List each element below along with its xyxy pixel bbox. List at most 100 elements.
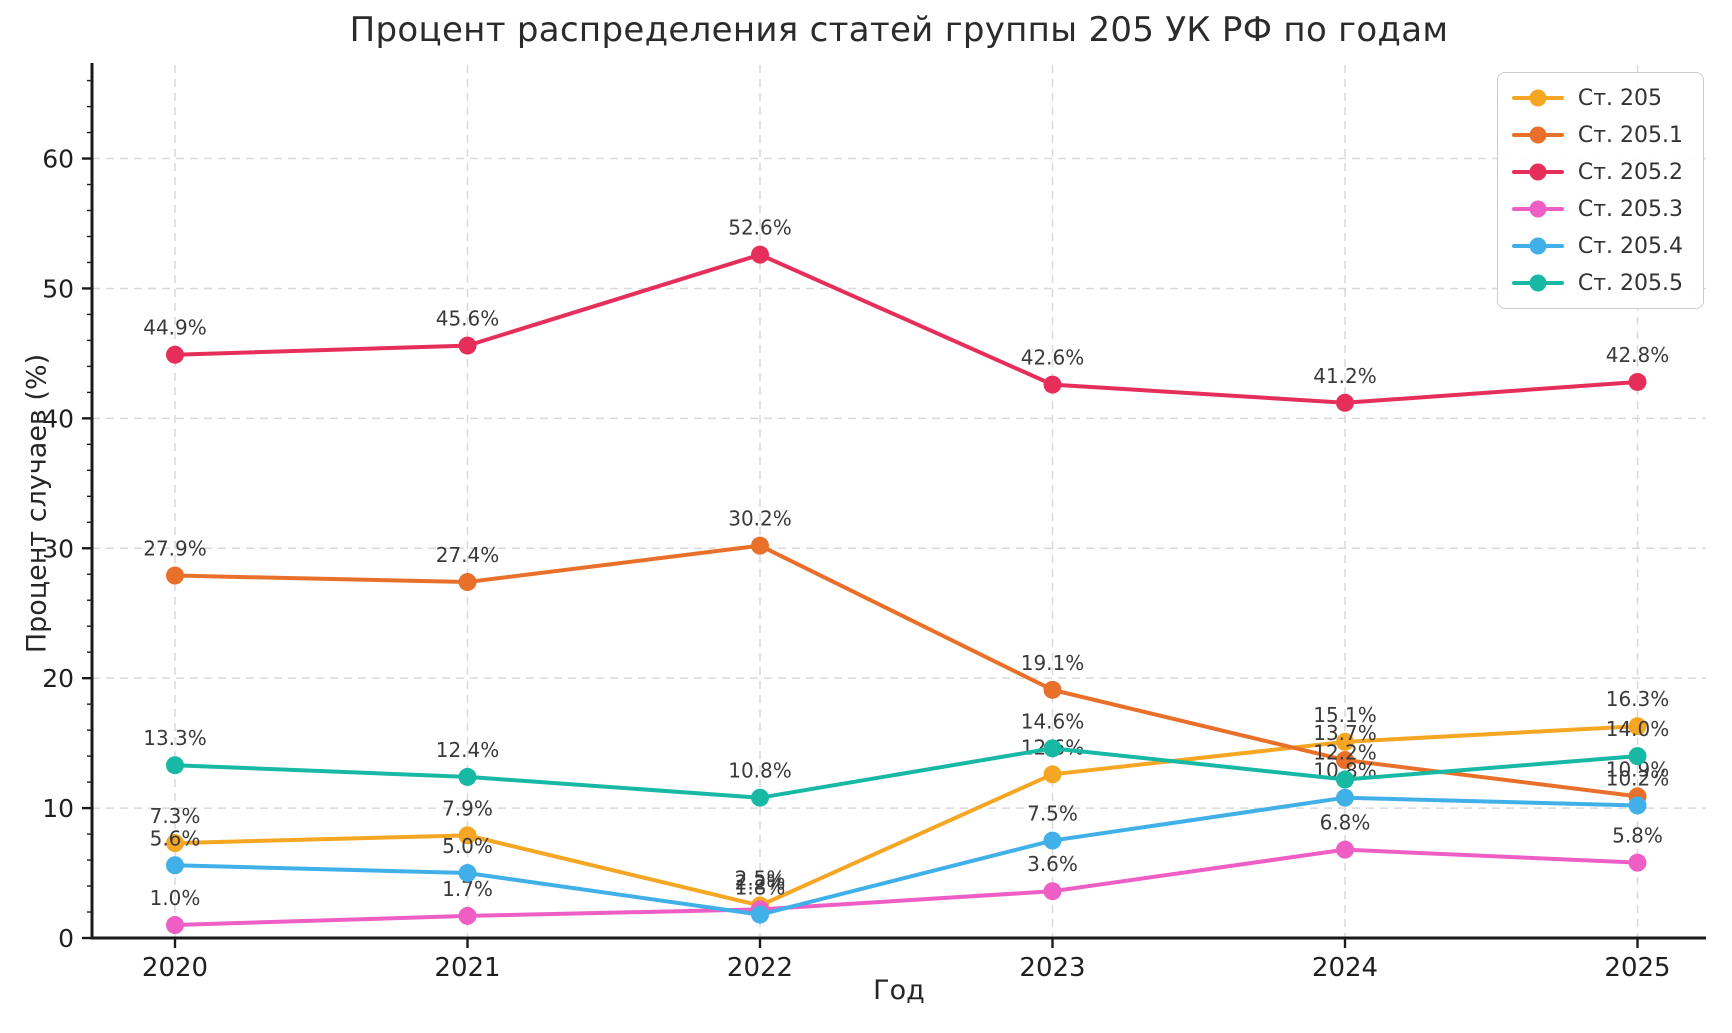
data-point-label: 27.4% (436, 543, 500, 567)
legend-item--205-4: Ст. 205.4 (1511, 231, 1683, 261)
legend-label: Ст. 205.3 (1577, 196, 1683, 222)
x-tick-label: 2023 (1019, 953, 1085, 983)
data-point-label: 16.3% (1606, 687, 1670, 711)
y-tick-label: 40 (42, 404, 74, 433)
y-tick-label: 0 (58, 924, 74, 953)
data-point-marker (166, 756, 184, 775)
data-point-label: 3.6% (1027, 852, 1078, 876)
series-line--205-3 (173, 847, 1640, 928)
series-line--205-5 (173, 746, 1640, 800)
data-point-marker (751, 245, 769, 264)
data-point-marker (1336, 770, 1354, 789)
legend-label: Ст. 205 (1577, 85, 1662, 111)
data-point-marker (1043, 375, 1062, 394)
data-point-label: 1.0% (150, 886, 201, 910)
data-point-marker (1628, 717, 1647, 736)
legend-marker-icon (1511, 126, 1564, 144)
legend-marker-icon (1511, 200, 1564, 218)
data-point-label: 41.2% (1313, 364, 1377, 388)
data-point-label: 14.6% (1021, 709, 1085, 733)
data-point-label: 5.8% (1612, 824, 1663, 848)
legend-item--205-3: Ст. 205.3 (1511, 194, 1683, 224)
series-line--205-1 (173, 543, 1640, 799)
y-tick-label: 30 (42, 534, 74, 563)
data-point-marker (458, 767, 477, 786)
legend-label: Ст. 205.2 (1577, 159, 1683, 185)
data-point-label: 45.6% (436, 307, 500, 331)
data-point-label: 2.2% (735, 870, 786, 894)
data-point-marker (166, 834, 184, 853)
data-point-label: 12.2% (1313, 741, 1377, 765)
legend-label: Ст. 205.5 (1577, 270, 1683, 296)
data-point-label: 6.8% (1320, 811, 1371, 835)
data-point-marker (458, 864, 477, 883)
data-point-label: 15.1% (1313, 703, 1377, 727)
data-point-label: 12.4% (436, 738, 500, 762)
data-point-marker (166, 916, 184, 935)
x-tick-label: 2025 (1604, 953, 1670, 983)
legend-item--205-1: Ст. 205.1 (1511, 120, 1683, 150)
data-point-marker (1336, 840, 1354, 859)
data-point-marker (1043, 831, 1062, 850)
data-point-label: 42.6% (1021, 346, 1085, 370)
chart-title: Процент распределения статей группы 205 … (349, 10, 1449, 50)
data-point-label: 2.5% (735, 867, 786, 891)
data-point-label: 5.0% (442, 834, 493, 858)
data-point-label: 42.8% (1606, 343, 1670, 367)
data-point-marker (1628, 796, 1647, 815)
data-point-label: 7.9% (442, 796, 493, 820)
data-point-marker (1336, 732, 1354, 751)
legend-marker-icon (1511, 89, 1564, 107)
data-point-marker (1043, 680, 1062, 699)
legend-marker-icon (1511, 163, 1564, 181)
data-point-marker (1628, 372, 1647, 391)
data-point-marker (1628, 853, 1647, 872)
data-point-marker (1043, 765, 1062, 784)
data-point-label: 52.6% (728, 216, 792, 240)
legend-item--205-5: Ст. 205.5 (1511, 268, 1683, 298)
legend-label: Ст. 205.1 (1577, 122, 1683, 148)
y-tick-label: 60 (42, 145, 74, 174)
data-point-label: 7.3% (150, 804, 201, 828)
data-point-label: 13.7% (1313, 721, 1377, 745)
data-point-marker (458, 826, 477, 845)
data-point-label: 1.8% (735, 876, 786, 900)
x-tick-label: 2021 (434, 953, 500, 983)
data-point-label: 10.2% (1606, 766, 1670, 790)
x-axis-title: Год (873, 975, 925, 1006)
data-point-label: 44.9% (143, 316, 207, 340)
data-point-label: 10.8% (728, 759, 792, 783)
data-point-marker (751, 536, 769, 555)
y-axis-title: Процент случаев (%) (21, 353, 53, 654)
legend-item--205-2: Ст. 205.2 (1511, 157, 1683, 187)
legend-marker-icon (1511, 237, 1564, 255)
data-point-marker (458, 336, 477, 355)
data-point-marker (458, 573, 477, 592)
legend: Ст. 205 Ст. 205.1 Ст. 205.2 Ст. 205.3 Ст. 20… (1496, 72, 1704, 309)
data-point-marker (166, 856, 184, 875)
data-point-marker (166, 345, 184, 364)
y-tick-label: 20 (42, 664, 74, 693)
series-line--205-4 (173, 795, 1640, 917)
data-point-marker (751, 905, 769, 924)
x-tick-label: 2020 (142, 953, 208, 983)
data-point-label: 14.0% (1606, 717, 1670, 741)
x-tick-label: 2024 (1312, 953, 1378, 983)
legend-marker-icon (1511, 274, 1564, 292)
data-point-label: 27.9% (143, 537, 207, 561)
data-point-marker (1628, 747, 1647, 766)
series-line--205-2 (173, 252, 1640, 405)
data-point-marker (458, 906, 477, 925)
y-tick-label: 10 (42, 794, 74, 823)
data-point-marker (1043, 739, 1062, 758)
data-point-label: 7.5% (1027, 802, 1078, 826)
data-point-marker (1043, 882, 1062, 901)
data-point-marker (1336, 788, 1354, 807)
series-line--205 (173, 724, 1640, 908)
data-point-marker (166, 566, 184, 585)
data-point-marker (1336, 393, 1354, 412)
data-point-marker (751, 788, 769, 807)
data-point-label: 30.2% (728, 507, 792, 531)
